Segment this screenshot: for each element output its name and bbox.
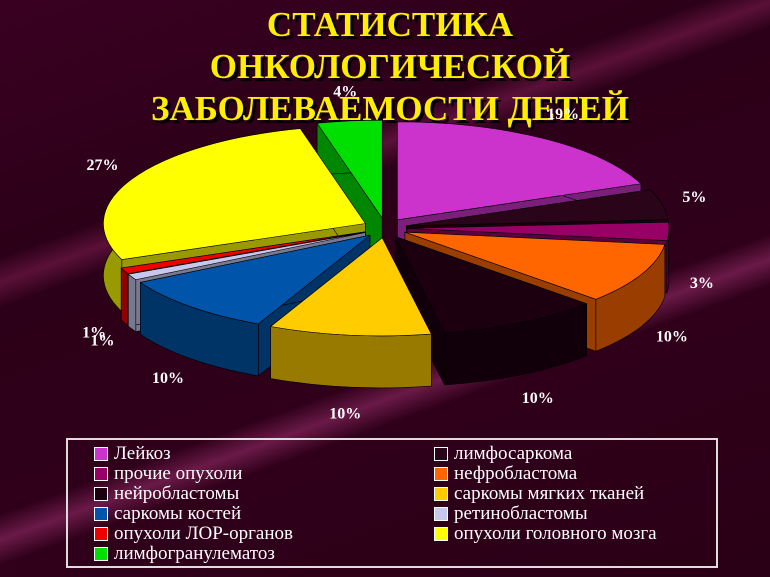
slice xyxy=(120,231,365,274)
slice xyxy=(316,119,383,220)
legend-label: лимфогранулематоз xyxy=(114,543,275,564)
legend-label: лимфосаркома xyxy=(454,443,573,464)
slice xyxy=(394,236,588,386)
legend-label: Лейкоз xyxy=(114,443,171,464)
data-label: 10% xyxy=(329,406,361,423)
legend-swatch xyxy=(434,487,448,501)
data-label: 10% xyxy=(522,390,554,407)
data-label: 1% xyxy=(91,332,115,349)
legend-label: саркомы костей xyxy=(114,503,242,524)
data-label: 5% xyxy=(682,189,706,206)
slice xyxy=(406,221,670,241)
slice-wall xyxy=(128,273,137,333)
chart-title: СТАТИСТИКА ОНКОЛОГИЧЕСКОЙ ЗАБОЛЕВАЕМОСТИ… xyxy=(151,5,629,128)
slice xyxy=(103,128,366,260)
legend-label: ретинобластомы xyxy=(454,503,588,524)
slice xyxy=(269,237,432,337)
legend-swatch xyxy=(434,467,448,481)
legend-item: лимфогранулематоз xyxy=(94,543,434,564)
legend-item: опухоли ЛОР-органов xyxy=(94,523,434,544)
slice xyxy=(397,121,642,221)
legend-item: нейробластомы xyxy=(94,483,434,504)
slice xyxy=(316,119,383,272)
slice xyxy=(394,236,588,334)
legend-swatch xyxy=(434,527,448,541)
slice xyxy=(269,237,432,389)
legend-label: нефробластома xyxy=(454,463,578,484)
legend-swatch xyxy=(94,487,108,501)
legend-swatch xyxy=(94,527,108,541)
slice xyxy=(127,232,366,281)
data-label: 3% xyxy=(690,275,714,292)
data-label: 27% xyxy=(87,157,119,174)
legend-item: лимфосаркома xyxy=(434,443,734,464)
legend-swatch xyxy=(434,447,448,461)
legend-item: опухоли головного мозга xyxy=(434,523,734,544)
legend-swatch xyxy=(94,547,108,561)
data-label: 4% xyxy=(333,84,357,101)
legend-item: ретинобластомы xyxy=(434,503,734,524)
legend-item: прочие опухоли xyxy=(94,463,434,484)
legend-label: опухоли ЛОР-органов xyxy=(114,523,293,544)
legend-swatch xyxy=(94,507,108,521)
legend-swatch xyxy=(94,447,108,461)
legend-item: саркомы костей xyxy=(94,503,434,524)
legend-swatch xyxy=(434,507,448,521)
legend-item: Лейкоз xyxy=(94,443,434,464)
data-label: 1% xyxy=(82,325,106,342)
slice xyxy=(139,234,371,325)
legend-swatch xyxy=(94,467,108,481)
slice-wall xyxy=(120,267,129,327)
legend-label: опухоли головного мозга xyxy=(454,523,657,544)
legend-label: саркомы мягких тканей xyxy=(454,483,645,504)
data-label: 19% xyxy=(547,106,579,123)
slice xyxy=(404,231,666,300)
legend-item: саркомы мягких тканей xyxy=(434,483,734,504)
data-label: 10% xyxy=(656,329,688,346)
legend-label: нейробластомы xyxy=(114,483,240,504)
slice xyxy=(406,189,669,227)
legend: Лейкоз лимфосаркома прочие опухоли нефробла… xyxy=(66,438,718,568)
legend-label: прочие опухоли xyxy=(114,463,243,484)
legend-item: нефробластома xyxy=(434,463,734,484)
data-label: 10% xyxy=(152,370,184,387)
